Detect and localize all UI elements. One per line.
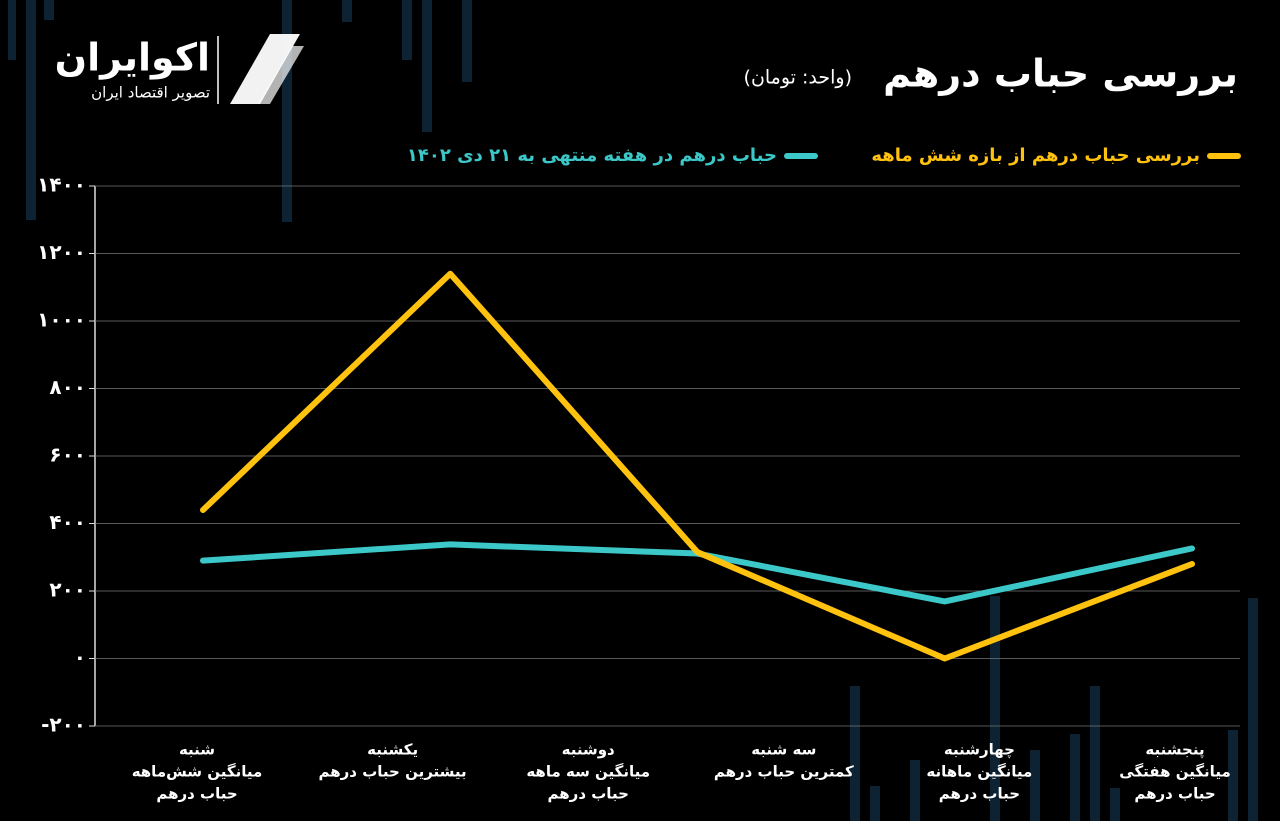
legend-label: حباب درهم در هفته منتهی به ۲۱ دی ۱۴۰۲ bbox=[407, 145, 777, 166]
y-tick-label: ۴۰۰ bbox=[49, 510, 86, 534]
x-tick-label: دوشنبه bbox=[562, 741, 615, 759]
brand-tagline: تصویر اقتصاد ایران bbox=[91, 84, 210, 102]
x-tick-label: سه شنبه bbox=[751, 741, 816, 759]
y-tick-label: ۱۰۰۰ bbox=[37, 308, 86, 332]
x-tick-label: کمترین حباب درهم bbox=[714, 763, 854, 781]
brand-name: اکوایران bbox=[55, 36, 210, 80]
x-tick-label: پنجشنبه bbox=[1145, 741, 1204, 760]
x-tick-label: شنبه bbox=[179, 741, 215, 759]
y-tick-label: ۶۰۰ bbox=[49, 443, 86, 467]
legend-label: بررسی حباب درهم از بازه شش ماهه bbox=[871, 145, 1200, 166]
y-tick-label: ۱۴۰۰ bbox=[37, 173, 86, 197]
x-tick-label: حباب درهم bbox=[156, 785, 237, 803]
y-tick-label: ۸۰۰ bbox=[49, 375, 86, 399]
chart-subtitle: (واحد: تومان) bbox=[744, 67, 852, 89]
y-tick-label: ۰ bbox=[74, 645, 86, 669]
decor-bars bbox=[8, 0, 1258, 821]
chart-title: بررسی حباب درهم bbox=[883, 52, 1238, 97]
x-tick-label: یکشنبه bbox=[367, 741, 418, 759]
x-tick-label: حباب درهم bbox=[939, 785, 1020, 803]
x-tick-label: میانگین هفتگی bbox=[1119, 763, 1230, 781]
x-tick-label: چهارشنبه bbox=[944, 741, 1015, 760]
y-tick-label: -۲۰۰ bbox=[41, 713, 86, 737]
y-tick-label: ۲۰۰ bbox=[49, 578, 86, 602]
x-tick-label: حباب درهم bbox=[1134, 785, 1215, 803]
x-tick-label: بیشترین حباب درهم bbox=[319, 763, 467, 781]
x-tick-label: میانگین ماهانه bbox=[926, 763, 1032, 781]
x-tick-label: حباب درهم bbox=[548, 785, 629, 803]
y-tick-label: ۱۲۰۰ bbox=[37, 240, 86, 264]
x-tick-label: میانگین شش‌ماهه bbox=[132, 763, 263, 781]
x-tick-label: میانگین سه ماهه bbox=[526, 763, 650, 781]
series-line bbox=[200, 270, 1195, 662]
logo bbox=[217, 34, 304, 104]
